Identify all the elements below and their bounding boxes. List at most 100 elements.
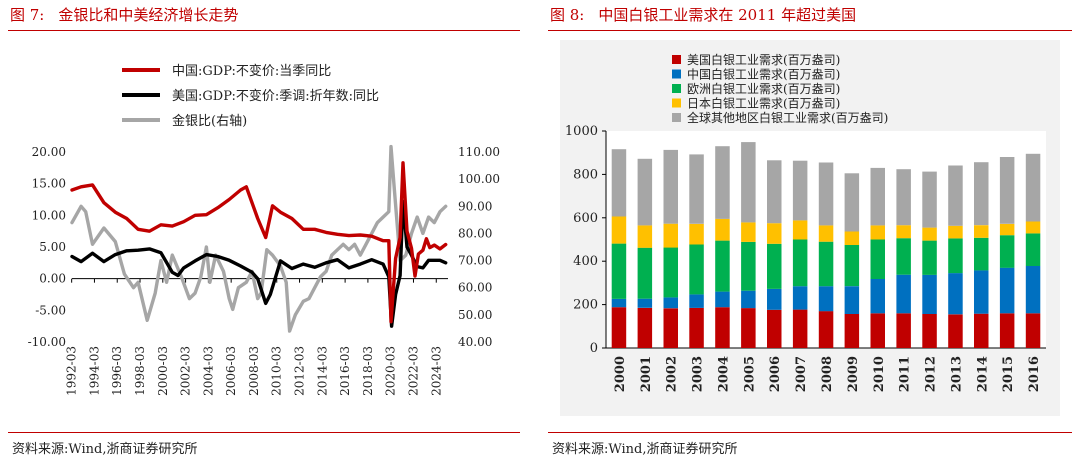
bar-segment-3 [948,225,963,239]
bar-segment-2 [611,243,627,299]
legend-swatch-4 [672,113,681,122]
series-line-0 [70,161,448,324]
bar-segment-0 [948,314,963,348]
bar-segment-3 [1025,221,1041,234]
bar-segment-1 [999,267,1015,314]
x-tick-label: 1994-03 [87,346,101,396]
bar-segment-0 [896,313,911,348]
right-figure-title: 图 8: 中国白银工业需求在 2011 年超过美国 [550,4,856,25]
x-tick-label: 1992-03 [65,346,79,396]
right-y-tick: 50.00 [458,308,492,322]
bar-segment-2 [870,239,885,279]
bar-segment-4 [896,169,911,226]
x-tick-label: 2002 [665,356,680,392]
x-tick-label: 2014-03 [315,346,329,396]
bar-segment-2 [689,244,704,295]
right-y-tick: 100.00 [458,172,500,186]
bar-segment-3 [767,223,782,244]
right-title-rule [548,30,1072,31]
x-tick-label: 2011 [898,356,913,392]
bar-segment-0 [689,307,704,348]
bar-segment-2 [637,247,653,299]
x-tick-label: 2010 [872,356,887,392]
bar-segment-3 [792,220,808,240]
x-tick-label: 2007 [794,356,809,392]
left-figure-number: 图 7: [10,6,45,24]
left-y-tick: -10.00 [28,335,66,349]
right-figure: 图 8: 中国白银工业需求在 2011 年超过美国 美国白银工业需求(百万盎司) 中… [540,0,1080,466]
bar-segment-2 [974,237,989,271]
bar-segment-3 [999,223,1015,236]
x-tick-label: 2010-03 [270,346,284,396]
bar-segment-1 [741,290,756,309]
legend-swatch-0 [672,55,681,64]
left-y-tick: 5.00 [39,240,66,254]
left-y-tick: 20.00 [32,145,66,159]
bar-segment-0 [767,309,782,348]
x-tick-label: 2024-03 [429,346,443,396]
legend-label-2: 金银比(右轴) [172,113,247,129]
left-figure-title: 图 7: 金银比和中美经济增长走势 [10,4,238,25]
bar-segment-2 [767,243,782,289]
bar-segment-0 [818,311,834,348]
bar-segment-3 [611,216,627,244]
x-tick-label: 2016-03 [338,346,352,396]
x-tick-label: 2022-03 [406,346,420,396]
left-y-tick: -5.00 [35,303,66,317]
left-y-tick: 15.00 [32,177,66,191]
bar-segment-4 [663,149,678,224]
right-y-tick: 90.00 [458,199,492,213]
silver-demand-chart: 美国白银工业需求(百万盎司)中国白银工业需求(百万盎司)欧洲白银工业需求(百万盎… [560,40,1060,416]
x-tick-label: 2013 [949,356,964,392]
bar-segment-3 [922,227,937,241]
bar-segment-1 [663,297,678,309]
bar-segment-4 [818,162,834,226]
bar-segment-3 [974,225,989,238]
bar-segment-0 [611,307,627,348]
right-source-rule [548,432,1072,433]
bar-segment-1 [637,298,653,308]
right-y-tick: 60.00 [458,281,492,295]
bar-segment-1 [715,291,730,308]
bar-segment-1 [922,274,937,314]
x-tick-label: 2000 [613,356,628,392]
x-tick-label: 2008-03 [247,346,261,396]
bar-segment-4 [767,160,782,224]
legend-swatch-2 [672,84,681,93]
bar-segment-1 [689,294,704,308]
x-tick-label: 2008 [820,356,835,392]
bar-segment-2 [715,240,730,292]
gdp-gold-silver-chart: 中国:GDP:不变价:当季同比美国:GDP:不变价:季调:折年数:同比金银比(右… [28,63,500,396]
bar-segment-4 [844,173,860,232]
bar-segment-3 [844,231,860,245]
bar-segment-1 [948,273,963,315]
bar-segment-4 [715,146,730,219]
x-tick-label: 2014 [975,356,990,392]
bar-segment-4 [999,157,1015,224]
x-tick-label: 2004 [716,356,731,392]
x-tick-label: 2006-03 [224,346,238,396]
legend-label-0: 中国:GDP:不变价:当季同比 [172,63,331,79]
bar-segment-4 [611,149,627,217]
x-tick-label: 1998-03 [133,346,147,396]
bar-segment-1 [611,299,627,308]
x-tick-label: 2000-03 [156,346,170,396]
bar-segment-0 [715,307,730,348]
bar-segment-0 [922,313,937,348]
legend-swatch-3 [672,98,681,108]
x-tick-label: 2003 [691,356,706,392]
legend-label-0: 美国白银工业需求(百万盎司) [687,52,840,67]
x-tick-label: 2015 [1001,356,1016,392]
x-tick-label: 2018-03 [361,346,375,396]
bar-segment-2 [741,241,756,291]
bar-segment-3 [870,225,885,240]
bar-segment-1 [896,274,911,314]
bar-segment-4 [741,142,756,223]
x-tick-label: 2001 [639,356,654,392]
bar-segment-4 [922,171,937,228]
bar-segment-2 [1025,233,1041,266]
legend-label-3: 日本白银工业需求(百万盎司) [687,96,840,111]
series-line-1 [70,199,448,328]
right-y-tick: 40.00 [458,335,492,349]
bar-segment-1 [844,286,860,314]
